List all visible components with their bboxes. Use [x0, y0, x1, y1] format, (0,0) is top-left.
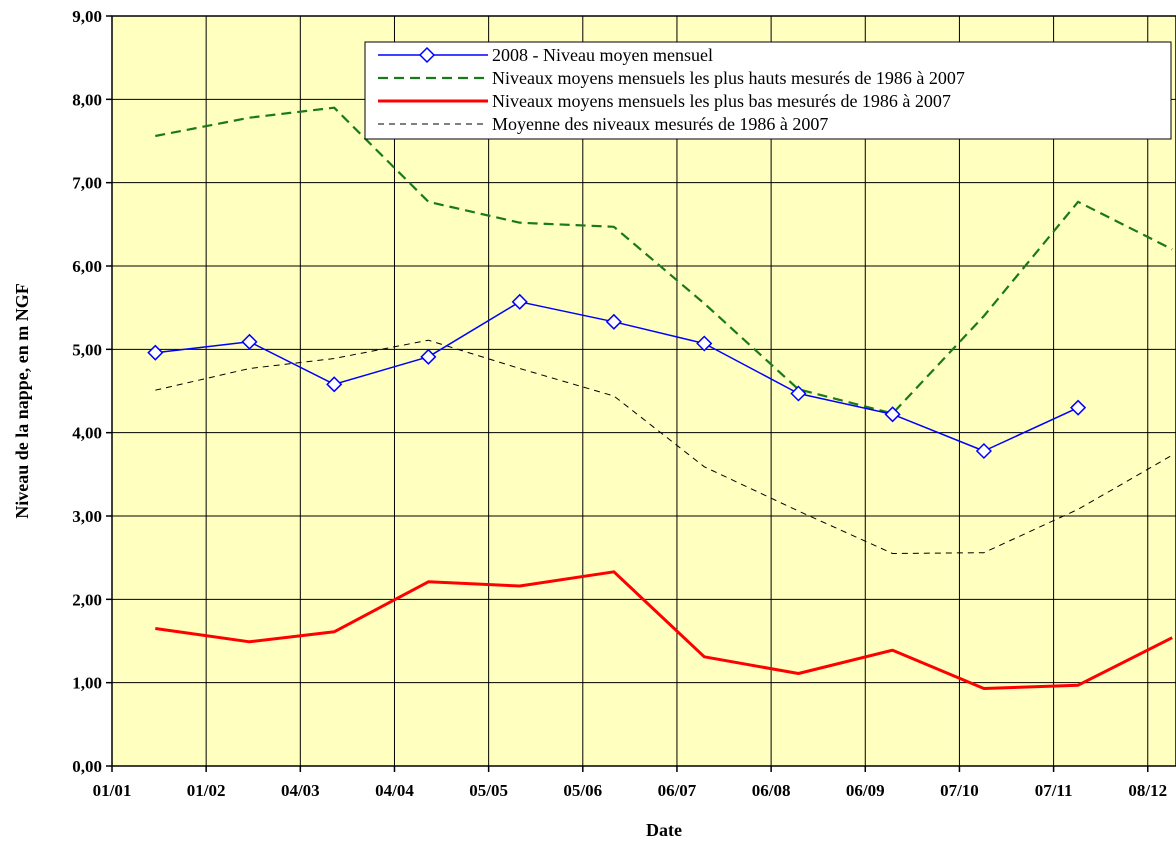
y-tick-label: 6,00 — [72, 257, 102, 276]
data-point — [147, 344, 164, 361]
legend-label: Niveaux moyens mensuels les plus bas mes… — [492, 91, 951, 111]
x-tick-label: 01/02 — [187, 781, 226, 800]
plot-frame — [111, 15, 1176, 767]
x-tick-label: 08/12 — [1128, 781, 1167, 800]
data-point — [241, 333, 258, 350]
data-point — [605, 313, 622, 330]
y-tick-label: 7,00 — [72, 174, 102, 193]
series-1 — [155, 106, 1173, 415]
legend-label: Niveaux moyens mensuels les plus hauts m… — [492, 68, 965, 88]
series-2 — [155, 570, 1173, 690]
y-tick-label: 5,00 — [72, 340, 102, 359]
axes: 0,00 1,00 2,00 3,00 4,00 5,00 6,00 7,00 8,00 9,00… — [72, 7, 1167, 800]
y-tick-label: 8,00 — [72, 90, 102, 109]
x-tick-label: 06/08 — [752, 781, 791, 800]
x-tick-label: 07/11 — [1035, 781, 1073, 800]
y-tick-label: 2,00 — [72, 590, 102, 609]
data-point — [511, 293, 528, 310]
plot-area — [112, 16, 1176, 766]
y-tick-label: 9,00 — [72, 7, 102, 26]
series-3 — [155, 339, 1173, 554]
data-point — [326, 376, 343, 393]
x-tick-label: 07/10 — [940, 781, 979, 800]
y-tick-label: 3,00 — [72, 507, 102, 526]
x-tick-label: 04/03 — [281, 781, 320, 800]
legend-label: Moyenne des niveaux mesurés de 1986 à 20… — [492, 114, 828, 134]
data-point — [696, 335, 713, 352]
legend: 2008 - Niveau moyen mensuel Niveaux moyen… — [364, 41, 1172, 140]
series-line — [155, 106, 1173, 415]
x-tick-label: 01/01 — [93, 781, 132, 800]
series-line — [155, 339, 1173, 554]
x-tick-label: 05/06 — [563, 781, 602, 800]
x-tick-label: 04/04 — [375, 781, 414, 800]
data-point — [884, 406, 901, 423]
x-tick-label: 06/09 — [846, 781, 885, 800]
data-point — [1070, 399, 1087, 416]
x-tick-label: 06/07 — [658, 781, 697, 800]
legend-label: 2008 - Niveau moyen mensuel — [492, 45, 713, 65]
y-tick-label: 4,00 — [72, 424, 102, 443]
x-tick-label: 05/05 — [469, 781, 508, 800]
series-0 — [147, 293, 1087, 460]
legend-marker — [418, 46, 436, 64]
y-tick-label: 0,00 — [72, 757, 102, 776]
x-axis-title: Date — [646, 820, 682, 840]
data-point — [975, 442, 992, 460]
y-tick-label: 1,00 — [72, 674, 102, 693]
legend-box — [364, 41, 1172, 140]
y-axis-title: Niveau de la nappe, en m NGF — [12, 283, 32, 519]
series-layer — [147, 106, 1173, 690]
data-point — [420, 348, 437, 365]
series-line — [155, 570, 1173, 690]
data-point — [790, 385, 807, 402]
